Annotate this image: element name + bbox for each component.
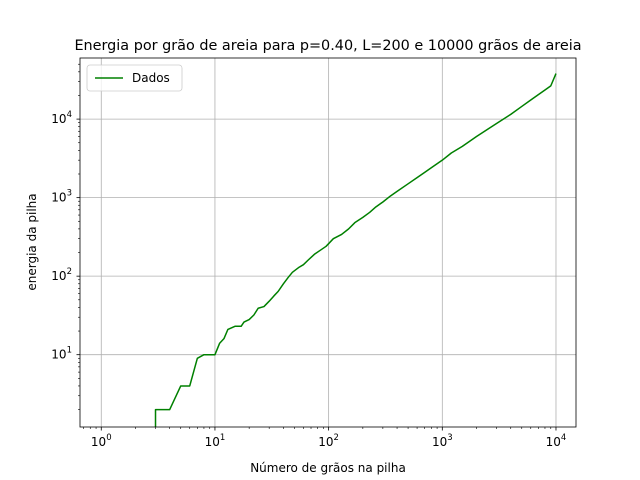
legend-label: Dados <box>132 71 170 85</box>
y-tick-label: 104 <box>51 110 72 126</box>
chart-title: Energia por grão de areia para p=0.40, L… <box>74 38 581 54</box>
series-line-dados <box>154 73 557 427</box>
legend-box <box>86 64 183 92</box>
x-tick-label: 100 <box>91 433 112 449</box>
grid <box>80 58 576 427</box>
series-lines <box>154 73 557 427</box>
y-axis-label: energia da pilha <box>25 193 39 290</box>
x-tick-label: 102 <box>318 433 339 449</box>
y-tick-label: 102 <box>51 267 72 283</box>
x-tick-label: 104 <box>546 433 567 449</box>
x-tick-label: 101 <box>205 433 226 449</box>
x-axis-label: Número de grãos na pilha <box>250 461 406 475</box>
y-tick-label: 101 <box>51 346 72 362</box>
plot-frame <box>79 57 577 428</box>
axes <box>79 57 577 428</box>
y-tick-label: 103 <box>51 189 72 205</box>
ticks: 100 101 102 103 104 101 102 103 104 <box>51 63 567 449</box>
legend: Dados <box>86 64 183 92</box>
x-tick-label: 103 <box>432 433 453 449</box>
